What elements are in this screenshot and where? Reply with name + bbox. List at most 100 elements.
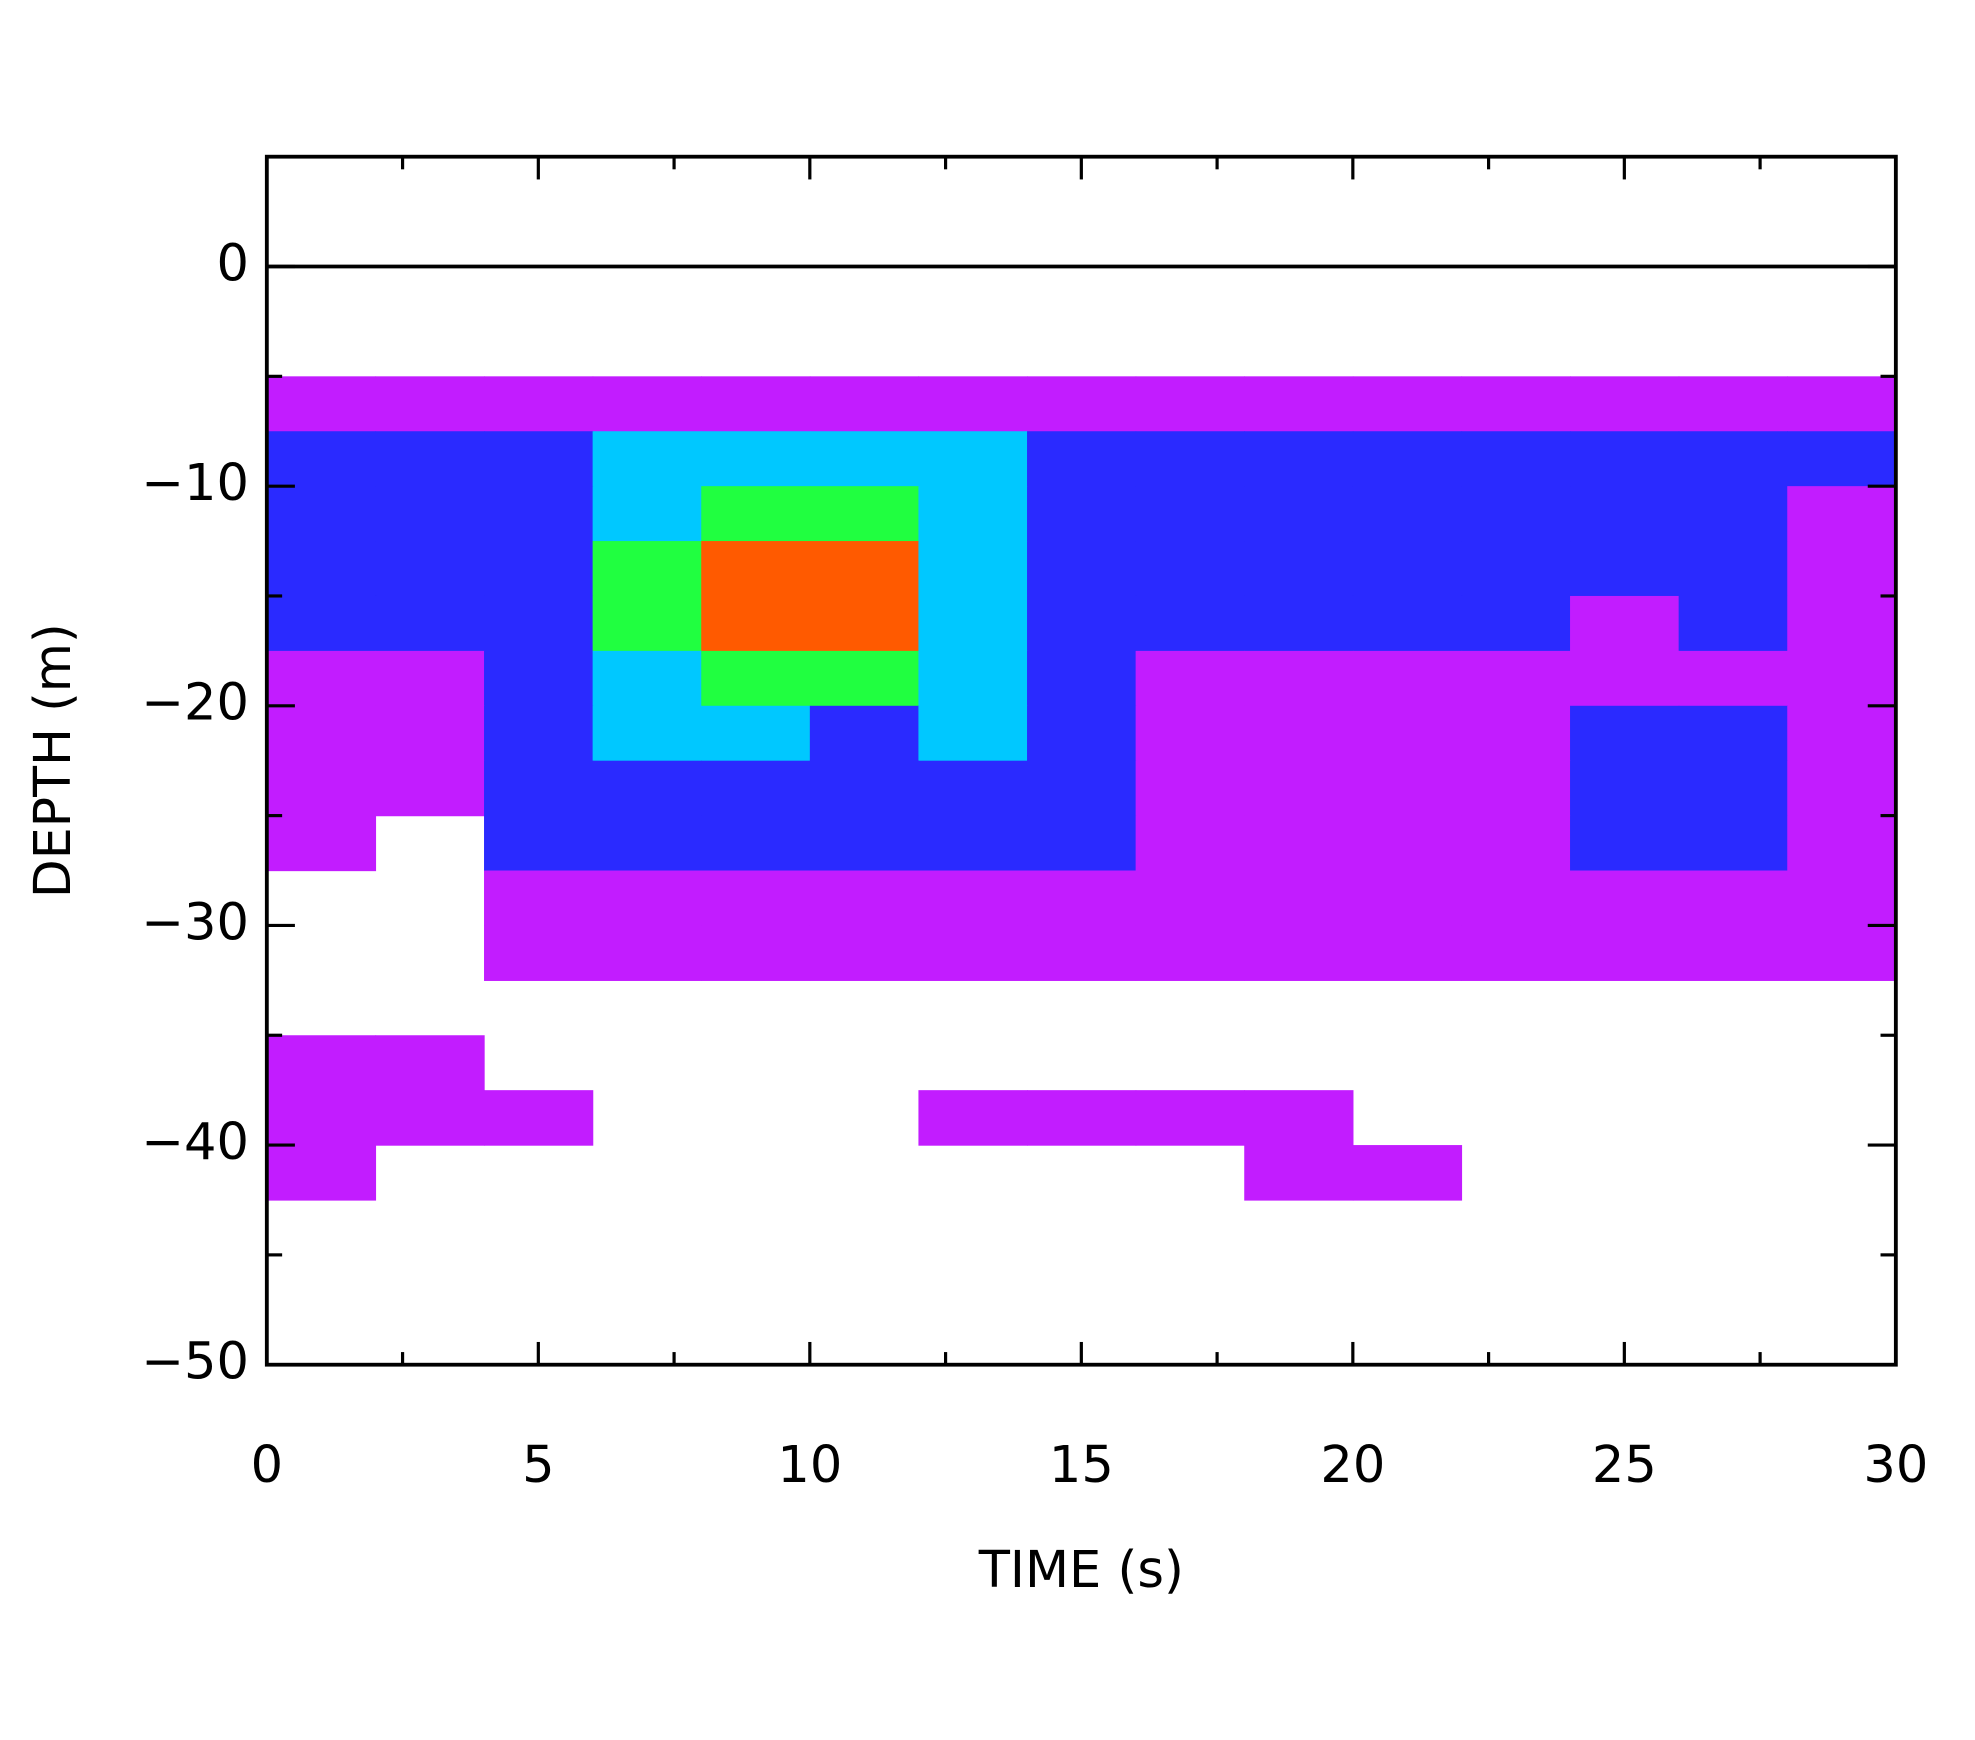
heatmap-cell — [918, 541, 1028, 597]
heatmap-cell — [1787, 815, 1897, 872]
x-tick-label: 0 — [251, 1435, 283, 1494]
heatmap-cell — [1135, 705, 1245, 762]
heatmap-cell — [918, 1090, 1028, 1146]
heatmap-cell — [266, 1035, 377, 1091]
x-axis-label: TIME (s) — [978, 1540, 1184, 1599]
heatmap-cell — [484, 760, 594, 817]
heatmap-cell — [1787, 595, 1897, 652]
heatmap-cell — [1244, 595, 1354, 652]
heatmap-cell — [484, 376, 594, 432]
heatmap-cell — [1461, 376, 1571, 432]
heatmap-cell — [918, 595, 1028, 652]
heatmap-cell — [484, 431, 594, 487]
heatmap-cell — [1244, 431, 1354, 487]
heatmap-cell — [592, 760, 702, 817]
x-tick-label: 15 — [1049, 1435, 1114, 1494]
heatmap-cell — [1787, 431, 1897, 487]
heatmap-cell — [1570, 815, 1680, 872]
heatmap-cell — [809, 815, 920, 872]
heatmap-cell — [701, 760, 811, 817]
heatmap-cell — [592, 376, 702, 432]
heatmap-cell — [1352, 376, 1463, 432]
heatmap-cell — [375, 705, 485, 762]
heatmap-cell — [1461, 925, 1571, 981]
heatmap-cell — [1244, 650, 1354, 707]
heatmap-cell — [1461, 486, 1571, 542]
heatmap-cell — [266, 705, 377, 762]
heatmap-cell — [1027, 1090, 1137, 1146]
heatmap-cell — [375, 541, 485, 597]
heatmap-cell — [1787, 925, 1897, 981]
heatmap-cell — [809, 760, 920, 817]
heatmap-cell — [809, 925, 920, 981]
heatmap-cell — [1570, 486, 1680, 542]
heatmap-cell — [375, 760, 485, 817]
heatmap-cell — [701, 705, 811, 762]
heatmap-cell — [1027, 541, 1137, 597]
heatmap-cell — [809, 705, 920, 762]
heatmap-cell — [918, 815, 1028, 872]
heatmap-cell — [1027, 650, 1137, 707]
heatmap-cell — [484, 595, 594, 652]
heatmap-cell — [375, 1035, 485, 1091]
heatmap-cell — [1135, 541, 1245, 597]
heatmap-cell — [918, 650, 1028, 707]
heatmap-cell — [1352, 925, 1463, 981]
heatmap-cell — [1352, 870, 1463, 927]
heatmap-cell — [918, 705, 1028, 762]
heatmap-cell — [1135, 650, 1245, 707]
x-tick-label: 20 — [1320, 1435, 1385, 1494]
heatmap-cell — [375, 431, 485, 487]
heatmap-cell — [375, 595, 485, 652]
heatmap-cell — [1244, 1145, 1354, 1201]
heatmap-cell — [592, 815, 702, 872]
y-tick-label: −40 — [141, 1112, 249, 1171]
heatmap-cell — [592, 705, 702, 762]
heatmap-cell — [266, 376, 377, 432]
heatmap-cell — [1678, 925, 1788, 981]
y-tick-label: 0 — [216, 234, 248, 293]
heatmap-cell — [1461, 431, 1571, 487]
heatmap-cell — [266, 760, 377, 817]
heatmap-cell — [1352, 1145, 1463, 1201]
heatmap-cell — [266, 541, 377, 597]
heatmap-cell — [1352, 760, 1463, 817]
heatmap-cell — [592, 925, 702, 981]
heatmap-cell — [809, 650, 920, 707]
heatmap-cell — [375, 650, 485, 707]
heatmap-cell — [701, 650, 811, 707]
heatmap-cell — [1461, 870, 1571, 927]
heatmap-cell — [484, 541, 594, 597]
heatmap-cell — [592, 595, 702, 652]
heatmap-cell — [1461, 760, 1571, 817]
heatmap-cell — [1461, 541, 1571, 597]
heatmap-cell — [484, 815, 594, 872]
heatmap-cell — [1678, 541, 1788, 597]
heatmap-cell — [918, 431, 1028, 487]
heatmap-cell — [918, 760, 1028, 817]
heatmap-cell — [1244, 815, 1354, 872]
heatmap-cell — [1678, 870, 1788, 927]
heatmap-cell — [1678, 431, 1788, 487]
y-tick-label: −10 — [141, 453, 249, 512]
heatmap-cell — [701, 595, 811, 652]
heatmap-cell — [1027, 431, 1137, 487]
x-tick-label: 25 — [1592, 1435, 1657, 1494]
heatmap-cell — [1461, 705, 1571, 762]
heatmap-cell — [1570, 925, 1680, 981]
heatmap-cell — [1787, 376, 1897, 432]
heatmap-cell — [701, 870, 811, 927]
heatmap-cell — [375, 486, 485, 542]
heatmap-cell — [1244, 925, 1354, 981]
heatmap-cell — [592, 431, 702, 487]
heatmap-cell — [1461, 595, 1571, 652]
heatmap-cell — [484, 925, 594, 981]
heatmap-cell — [1244, 870, 1354, 927]
heatmap-cell — [266, 486, 377, 542]
heatmap-cell — [1027, 760, 1137, 817]
heatmap-cell — [1352, 541, 1463, 597]
heatmap-cell — [1135, 760, 1245, 817]
heatmap-cell — [1787, 541, 1897, 597]
heatmap-cell — [1352, 595, 1463, 652]
